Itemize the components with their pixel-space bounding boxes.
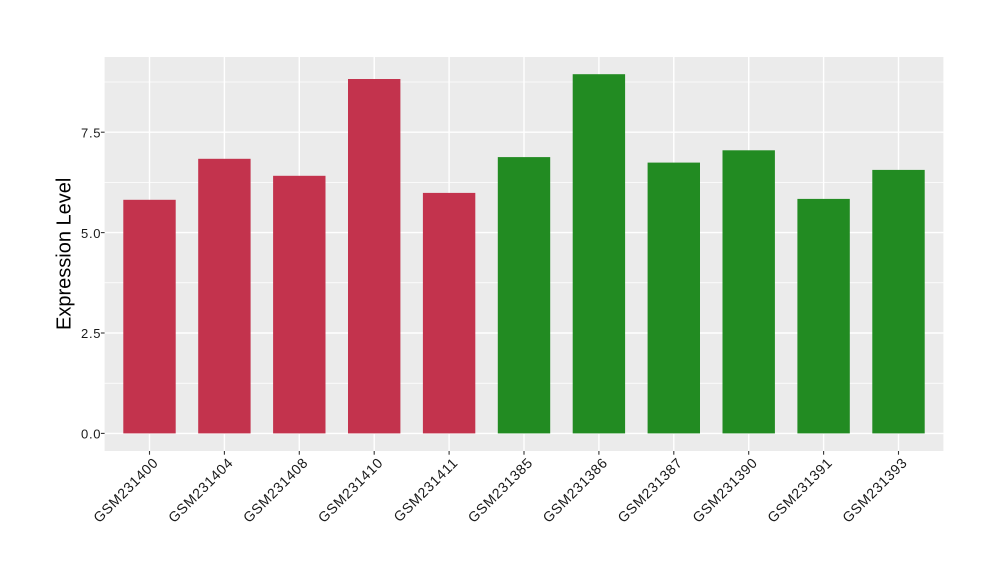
- svg-text:7.5: 7.5: [81, 125, 101, 140]
- svg-text:Expression Level: Expression Level: [54, 178, 76, 330]
- svg-text:0.0: 0.0: [81, 427, 101, 442]
- svg-text:5.0: 5.0: [81, 226, 101, 241]
- svg-text:2.5: 2.5: [81, 326, 101, 341]
